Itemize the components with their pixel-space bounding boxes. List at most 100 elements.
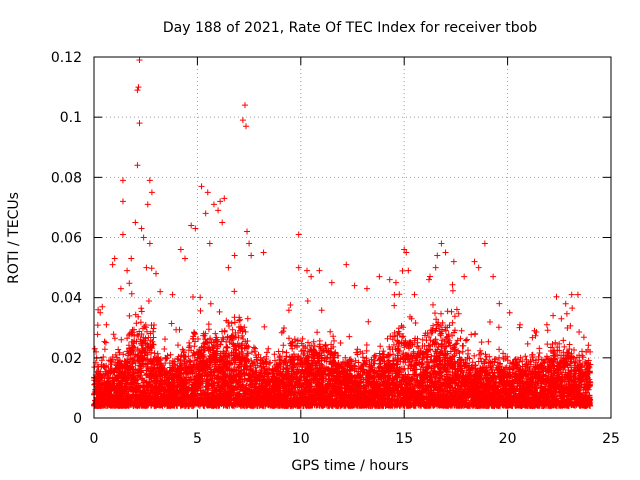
data-point [531,327,538,334]
x-tick-label: 0 [90,431,99,447]
data-point [316,267,323,274]
data-point [295,264,302,271]
chart-title: Day 188 of 2021, Rate Of TEC Index for r… [163,20,537,36]
data-point [438,240,445,247]
data-point [119,177,126,184]
data-point [351,282,358,289]
data-point [558,315,565,322]
data-point [148,189,155,196]
data-point [210,201,217,208]
data-point [124,267,131,274]
data-point [225,264,232,271]
roti-sample-cloud [91,264,594,409]
data-point [119,198,126,205]
data-point [583,348,590,355]
data-point [244,228,251,235]
data-point [241,102,248,109]
data-point [119,231,126,238]
data-point [138,225,145,232]
data-point [568,291,575,298]
data-point [239,117,246,124]
y-tick-label: 0 [73,411,82,427]
data-point [153,270,160,277]
data-point [386,276,393,283]
data-point [343,261,350,268]
y-tick-label: 0.08 [51,170,82,186]
data-point [146,240,153,247]
y-tick-label: 0.02 [51,351,82,367]
data-point [219,219,226,226]
y-tick-label: 0.04 [51,291,82,307]
data-point [109,261,116,268]
data-point [140,234,147,241]
data-point [206,240,213,247]
data-point [117,285,124,292]
data-point [363,285,370,292]
data-point [248,252,255,259]
x-tick-label: 10 [292,431,310,447]
data-point [231,252,238,259]
data-point [442,249,449,256]
y-tick-label: 0.06 [51,231,82,247]
x-tick-label: 15 [395,431,413,447]
data-point [128,255,135,262]
y-tick-label: 0.1 [60,110,82,126]
data-point [215,207,222,214]
data-point [192,225,199,232]
data-point [134,87,141,94]
data-point [490,273,497,280]
data-point [188,222,195,229]
data-point [132,219,139,226]
data-point [481,240,488,247]
data-point [295,231,302,238]
x-tick-label: 25 [602,431,620,447]
data-point [204,189,211,196]
data-point [99,303,106,310]
x-tick-label: 5 [193,431,202,447]
data-point [260,249,267,256]
data-point [506,309,513,316]
data-point [401,246,408,253]
data-point [434,252,441,259]
data-point [376,273,383,280]
data-point [97,309,104,316]
data-point [103,321,110,328]
data-point [308,273,315,280]
y-axis-label: ROTI / TECUs [6,192,22,284]
data-point [411,291,418,298]
data-point [242,123,249,130]
axis-ticks: 0 5 10 15 20 25 0 0.02 0.04 0.06 0.08 0.1 0.12 [51,50,620,447]
data-point [221,195,228,202]
data-point [144,201,151,208]
data-point [181,255,188,262]
dense-point-cloud [91,264,594,409]
y-tick-label: 0.12 [51,50,82,66]
data-point [585,360,592,367]
data-point [461,273,468,280]
x-tick-label: 20 [499,431,517,447]
data-point [111,255,118,262]
data-point [169,291,176,298]
data-point [405,267,412,274]
data-point [136,57,143,64]
data-point [134,162,141,169]
data-point [135,84,142,91]
data-point [496,300,503,307]
data-point [543,321,550,328]
data-point [328,279,335,286]
data-point [136,120,143,127]
data-point [426,276,433,283]
data-point [471,258,478,265]
data-point [450,258,457,265]
data-point [217,198,224,205]
data-point [304,267,311,274]
data-point [392,279,399,286]
x-axis-label: GPS time / hours [291,458,408,474]
data-points [93,57,592,367]
data-point [403,249,410,256]
data-point [198,183,205,190]
data-point [517,321,524,328]
data-point [202,210,209,217]
data-point [146,177,153,184]
